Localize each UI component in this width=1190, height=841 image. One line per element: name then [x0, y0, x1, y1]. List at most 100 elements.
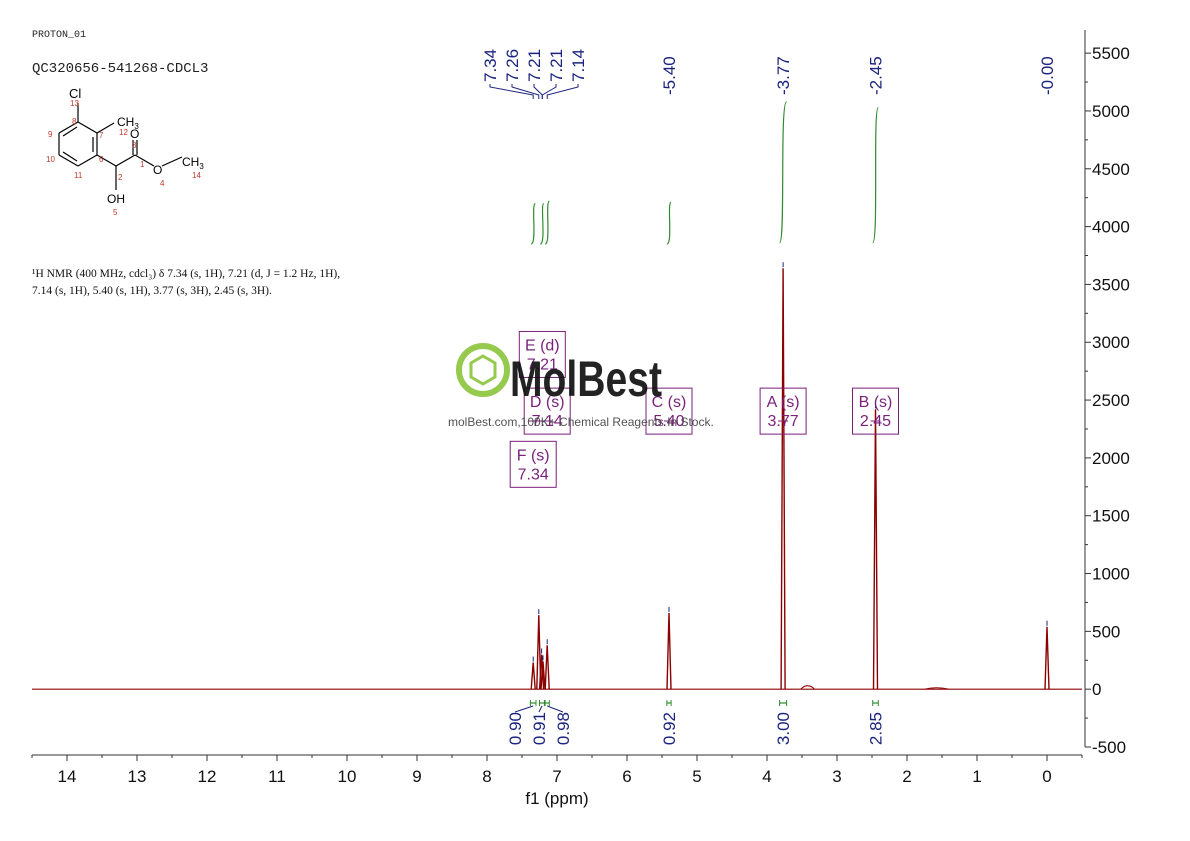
bond	[161, 156, 183, 167]
y-tick-label: 1000	[1092, 565, 1130, 584]
y-tick-label: 5500	[1092, 44, 1130, 63]
spectrum-peak	[666, 612, 672, 690]
nmr-description-line-2: 7.14 (s, 1H), 5.40 (s, 1H), 3.77 (s, 3H)…	[32, 285, 272, 297]
multiplet-letter: A (s)	[767, 394, 800, 411]
integral-curves	[530, 101, 879, 245]
bond	[134, 154, 155, 167]
spectrum-peak	[538, 654, 545, 690]
integral-leader	[514, 705, 534, 713]
atom-number: 1	[140, 160, 145, 169]
integral-group: 0.90 0.91 0.98 0.92 3.00 2.85	[506, 700, 886, 745]
bond	[77, 154, 98, 167]
peak-label-leader	[489, 84, 534, 99]
integral-value: 0.91	[530, 712, 549, 745]
integral-value: 3.00	[774, 712, 793, 745]
bond	[58, 121, 79, 134]
methyl-group: CH3	[117, 115, 139, 131]
atom-number: 9	[48, 130, 53, 139]
x-tick-label: 3	[832, 767, 841, 786]
peak-label: 7.26	[503, 49, 522, 82]
y-tick-label: -500	[1092, 738, 1126, 757]
y-tick-label: 3000	[1092, 333, 1130, 352]
bond	[115, 154, 136, 167]
y-tick-label: 0	[1092, 680, 1101, 699]
x-tick-label: 7	[552, 767, 561, 786]
spectrum-peak	[872, 409, 879, 690]
spectrum-trace	[32, 262, 1082, 690]
peak-label: 7.14	[569, 49, 588, 82]
sample-id: QC320656-541268-CDCL3	[32, 61, 209, 77]
carbonyl-oxygen: O	[130, 127, 139, 141]
atom-number: 10	[46, 155, 55, 164]
integral-curve	[779, 101, 788, 244]
multiplet-box	[509, 440, 557, 488]
multiplet-value: 5.40	[653, 413, 684, 430]
x-tick-label: 10	[338, 767, 357, 786]
x-axis-title: f1 (ppm)	[525, 789, 588, 808]
y-tick-label: 1500	[1092, 507, 1130, 526]
y-tick-label: 3500	[1092, 275, 1130, 294]
spectrum-peak	[780, 268, 786, 690]
water-bump	[800, 685, 815, 690]
experiment-label: PROTON_01	[32, 30, 87, 41]
peak-label: -5.40	[660, 56, 679, 95]
peak-label-leader	[511, 84, 540, 99]
baseline-bump	[924, 687, 950, 690]
atom-number: 3	[132, 141, 137, 150]
peak-label-leader	[533, 84, 543, 99]
peak-label-leader	[546, 84, 579, 99]
multiplet-box	[852, 387, 899, 435]
x-tick-label: 0	[1042, 767, 1051, 786]
y-tick-label: 5000	[1092, 102, 1130, 121]
atom-number: 14	[192, 171, 201, 180]
bond	[96, 122, 115, 134]
atom-number: 13	[70, 99, 79, 108]
multiplet-value: 3.77	[768, 413, 799, 430]
x-tick-label: 1	[972, 767, 981, 786]
integral-curve	[666, 201, 672, 245]
peak-label-leader	[541, 84, 557, 99]
multiplet-letter: F (s)	[517, 447, 550, 464]
bond	[62, 126, 78, 137]
brand-name: MolBest	[510, 351, 662, 407]
x-tick-label: 5	[692, 767, 701, 786]
multiplet-value: 7.34	[518, 466, 549, 483]
y-tick-label: 2500	[1092, 391, 1130, 410]
integral-value: 0.98	[554, 712, 573, 745]
atom-number: 7	[99, 131, 104, 140]
atom-number: 8	[72, 117, 77, 126]
nmr-description: ¹H NMR (400 MHz, cdcl₃) δ 7.34 (s, 1H), …	[32, 266, 432, 300]
methoxy-group: CH3	[182, 155, 204, 171]
brand-tagline: molBest.com,100K+ Chemical Reagents In S…	[448, 415, 714, 429]
integral-value: 0.90	[506, 712, 525, 745]
peak-label: -2.45	[867, 56, 886, 95]
nmr-description-line-1: ¹H NMR (400 MHz, cdcl₃) δ 7.34 (s, 1H), …	[32, 268, 341, 280]
multiplet-value: 7.14	[532, 413, 563, 430]
bond	[58, 154, 79, 167]
x-tick-label: 9	[412, 767, 421, 786]
integral-curve	[539, 202, 545, 245]
y-tick-label: 2000	[1092, 449, 1130, 468]
multiplet-box	[645, 387, 693, 435]
peak-label: 7.34	[481, 49, 500, 82]
integral-leader	[538, 705, 543, 713]
peak-label: -0.00	[1038, 56, 1057, 95]
x-tick-label: 12	[198, 767, 217, 786]
atom-number: 2	[118, 173, 123, 182]
x-tick-label: 13	[128, 767, 147, 786]
y-tick-label: 500	[1092, 622, 1120, 641]
multiplet-box	[523, 387, 571, 435]
hydroxyl-group: OH	[107, 192, 125, 206]
x-tick-label: 2	[902, 767, 911, 786]
multiplet-letter: B (s)	[859, 394, 893, 411]
multiplet-value: 2.45	[860, 413, 891, 430]
multiplet-box	[759, 387, 807, 435]
atom-number: 5	[113, 208, 118, 217]
chemical-structure: Cl 13 8 7 9 10 6 11 CH3 12 O 3 1 2 O 4 C…	[46, 86, 204, 217]
atom-number: 6	[99, 155, 104, 164]
integral-value: 0.92	[660, 712, 679, 745]
integral-leader	[547, 705, 564, 713]
spectrum-peak	[1044, 626, 1050, 690]
integral-curve	[872, 106, 879, 244]
bond	[77, 121, 98, 134]
